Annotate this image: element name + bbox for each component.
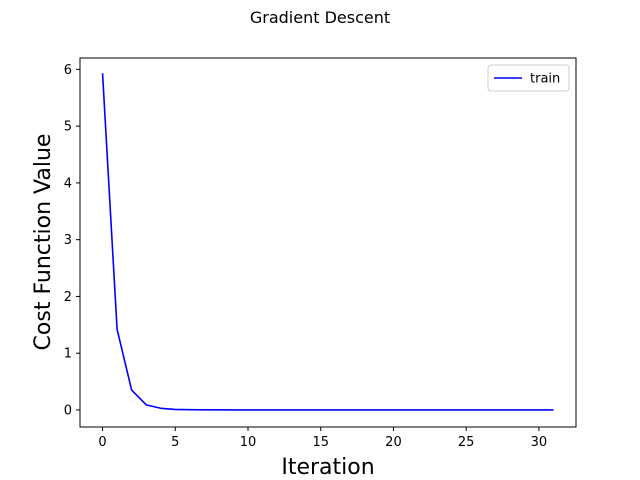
- plot-frame: [79, 57, 577, 428]
- y-tick-label: 2: [64, 290, 72, 305]
- x-tick-label: 30: [531, 435, 548, 450]
- y-tick-label: 0: [64, 403, 72, 418]
- y-tick-label: 5: [64, 120, 72, 135]
- series-line-train: [101, 73, 554, 411]
- plot-area: 0 5 10 15 20 25 30 0 1 2 3 4 5 6 train: [64, 57, 577, 450]
- legend-box: [487, 64, 570, 92]
- x-tick-label: 5: [171, 435, 179, 450]
- y-tick-label: 3: [64, 233, 72, 248]
- y-axis-label: Cost Function Value: [31, 134, 56, 351]
- x-tick-label: 20: [385, 435, 402, 450]
- y-tick-label: 1: [64, 347, 72, 362]
- x-axis-label: Iteration: [281, 455, 374, 480]
- chart-title: Gradient Descent: [250, 8, 390, 27]
- x-tick-label: 25: [458, 435, 475, 450]
- x-tick-label: 15: [312, 435, 329, 450]
- y-tick-label: 4: [64, 176, 72, 191]
- x-tick-label: 10: [240, 435, 257, 450]
- x-tick-label: 0: [98, 435, 106, 450]
- legend-label: train: [530, 72, 560, 87]
- y-tick-label: 6: [64, 63, 72, 78]
